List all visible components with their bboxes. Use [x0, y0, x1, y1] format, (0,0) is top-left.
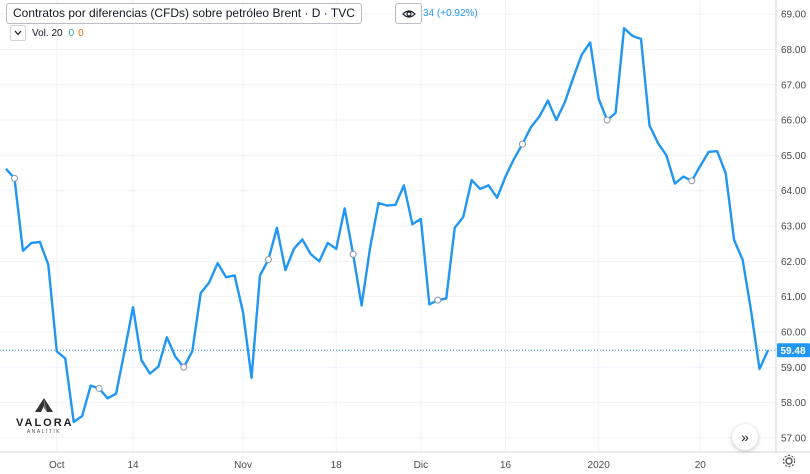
- logo-name: VALORA: [16, 417, 74, 429]
- series-point-marker: [434, 296, 442, 304]
- price-axis[interactable]: 69.00 68.00 67.00 66.00 65.00 64.00 63.00 62.00…: [781, 10, 806, 445]
- logo-subtitle: ANALITIK: [26, 429, 62, 435]
- y-tick-label: 65.00: [781, 151, 806, 162]
- volume-label: Vol. 20: [32, 27, 63, 39]
- grid-lines: [0, 0, 776, 452]
- y-tick-label: 63.00: [781, 222, 806, 233]
- chart-settings-button[interactable]: [779, 452, 799, 470]
- last-price-label: 59.48: [777, 343, 810, 358]
- x-tick-label: 20: [695, 460, 707, 471]
- x-tick-label: Nov: [234, 460, 252, 471]
- y-tick-label: 64.00: [781, 186, 806, 197]
- series-point-marker: [349, 250, 357, 258]
- y-tick-label: 67.00: [781, 80, 806, 91]
- series-point-marker: [95, 384, 103, 392]
- series-point-marker: [264, 256, 272, 264]
- double-chevron-right-icon: »: [741, 429, 749, 445]
- volume-value-2: 0: [78, 27, 84, 39]
- series-markers: [10, 116, 696, 392]
- series-point-marker: [180, 363, 188, 371]
- y-tick-label: 60.00: [781, 327, 806, 338]
- y-tick-label: 59.00: [781, 363, 806, 374]
- symbol-title: Contratos por diferencias (CFDs) sobre p…: [13, 6, 355, 20]
- x-tick-label: 16: [500, 460, 512, 471]
- volume-collapse-button[interactable]: [10, 25, 26, 41]
- time-axis[interactable]: Oct 14 Nov 18 Dic 16 2020 20: [49, 460, 706, 471]
- symbol-legend[interactable]: Contratos por diferencias (CFDs) sobre p…: [6, 3, 362, 24]
- y-tick-label: 66.00: [781, 116, 806, 127]
- series-point-marker: [603, 116, 611, 124]
- eye-icon: [401, 9, 416, 18]
- series-point-marker: [688, 177, 696, 185]
- scroll-to-realtime-button[interactable]: »: [732, 424, 758, 450]
- y-tick-label: 57.00: [781, 433, 806, 444]
- x-tick-label: Oct: [49, 460, 65, 471]
- volume-legend: Vol. 20 0 0: [10, 25, 84, 41]
- series-point-marker: [10, 174, 18, 182]
- y-tick-label: 61.00: [781, 292, 806, 303]
- volume-value-1: 0: [68, 27, 75, 39]
- gear-icon: [782, 454, 796, 468]
- x-tick-label: 2020: [588, 460, 611, 471]
- y-tick-label: 68.00: [781, 45, 806, 56]
- y-tick-label: 58.00: [781, 398, 806, 409]
- valora-logo: VALORA ANALITIK: [16, 398, 72, 435]
- series-point-marker: [518, 140, 526, 148]
- last-price-value: 59.48: [780, 346, 805, 357]
- y-tick-label: 62.00: [781, 257, 806, 268]
- y-tick-label: 69.00: [781, 10, 806, 21]
- x-tick-label: 14: [127, 460, 139, 471]
- series-line-brent[interactable]: [5, 27, 770, 424]
- x-tick-label: Dic: [414, 460, 428, 471]
- x-tick-label: 18: [331, 460, 343, 471]
- visibility-button[interactable]: [395, 3, 422, 24]
- logo-mark-icon: [35, 398, 53, 412]
- price-change-text: 34 (+0.92%): [423, 8, 478, 19]
- chevron-down-icon: [14, 30, 22, 36]
